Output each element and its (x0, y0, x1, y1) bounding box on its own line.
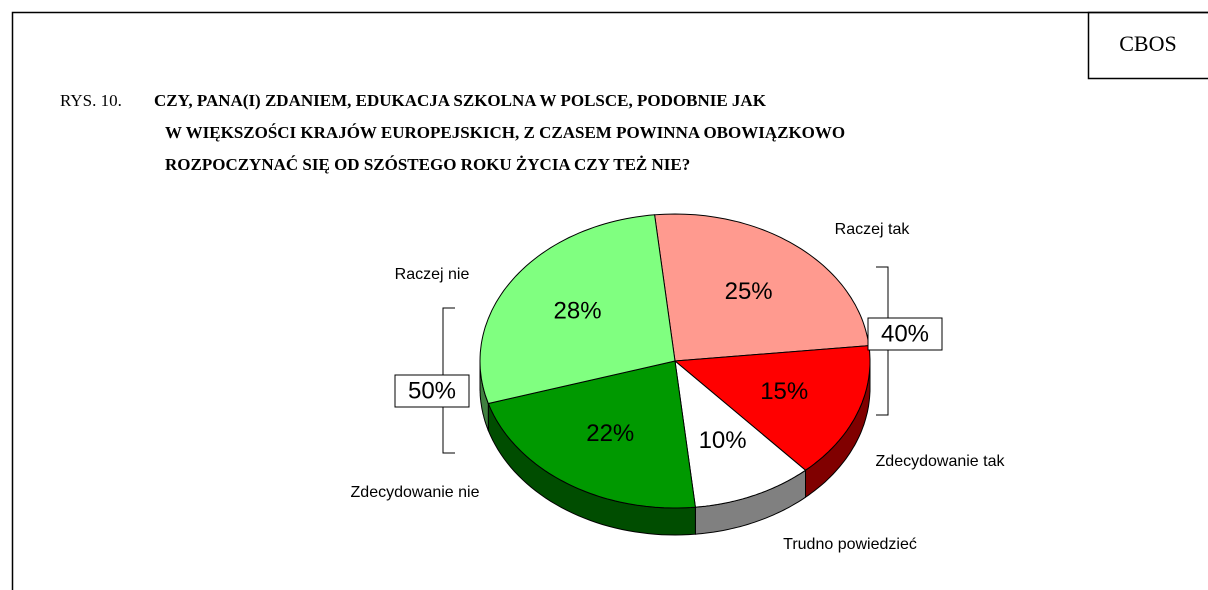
frame (11, 11, 1208, 590)
value-label: 22% (586, 420, 634, 447)
group-label: 40% (881, 320, 929, 347)
slice (487, 360, 696, 509)
category-label: Trudno powiedzieć (783, 536, 917, 553)
source: CBOS (1119, 31, 1176, 56)
title: W WIĘKSZOŚCI KRAJÓW EUROPEJSKICH, Z CZAS… (165, 123, 845, 142)
group-label: 50% (408, 377, 456, 404)
category-label: Zdecydowanie tak (876, 453, 1006, 470)
value-label: 15% (760, 378, 808, 405)
value-label: 28% (554, 298, 602, 325)
group-box (394, 374, 470, 408)
title: ROZPOCZYNAĆ SIĘ OD SZÓSTEGO ROKU ŻYCIA C… (165, 155, 690, 174)
category-label: Raczej tak (835, 221, 911, 238)
slice (673, 345, 871, 471)
source-box (1087, 11, 1208, 80)
value-label: 10% (699, 427, 747, 454)
slice (674, 359, 807, 508)
category-label: Raczej nie (395, 266, 470, 283)
title: CZY, PANA(I) ZDANIEM, EDUKACJA SZKOLNA W… (154, 91, 767, 110)
slice (479, 214, 676, 405)
slice (654, 213, 870, 362)
value-label: 25% (725, 278, 773, 305)
group-box (867, 317, 943, 351)
figure-label: RYS. 10. (60, 91, 122, 110)
category-label: Zdecydowanie nie (351, 484, 480, 501)
